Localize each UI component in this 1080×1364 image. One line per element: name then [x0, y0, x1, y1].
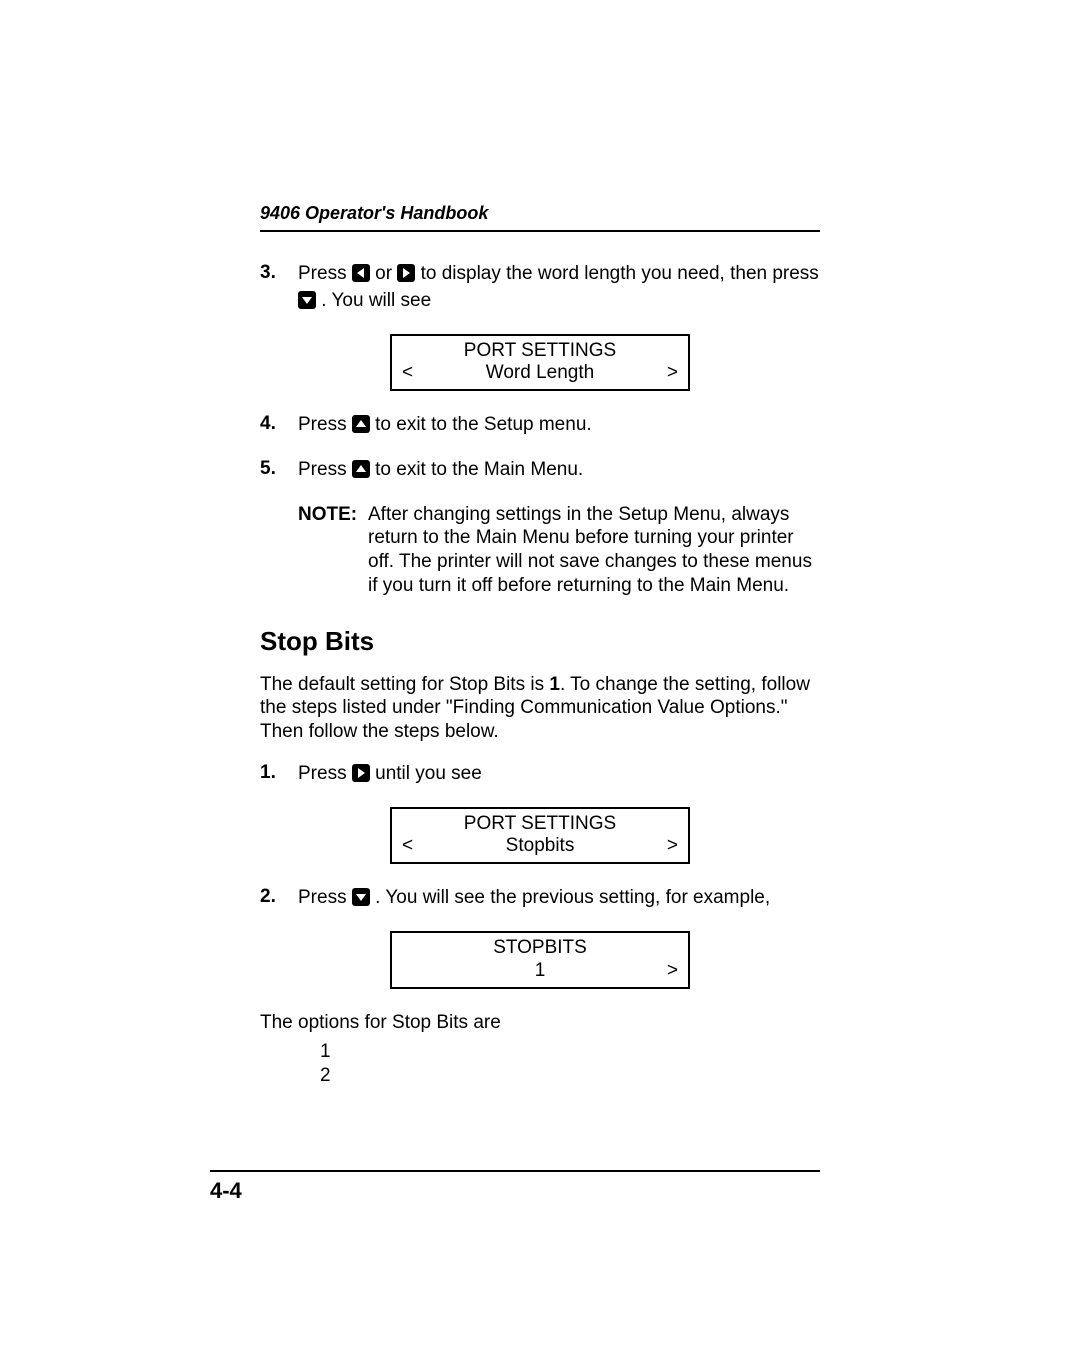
right-arrow-icon — [352, 764, 370, 789]
step-text: Press — [298, 414, 352, 435]
display-mid: 1 — [420, 960, 660, 983]
options-label: The options for Stop Bits are — [260, 1011, 820, 1035]
display-gt: > — [660, 362, 678, 385]
step-4: 4. Press to exit to the Setup menu. — [260, 413, 820, 440]
handbook-title: 9406 Operator's Handbook — [260, 203, 820, 224]
step-text: to exit to the Setup menu. — [375, 414, 592, 435]
note-body: After changing settings in the Setup Men… — [368, 503, 820, 598]
step-text: until you see — [375, 763, 482, 784]
options-list: 1 2 — [320, 1040, 820, 1088]
section-intro: The default setting for Stop Bits is 1. … — [260, 673, 820, 744]
step-5: 5. Press to exit to the Main Menu. — [260, 458, 820, 485]
step-body: Press to exit to the Setup menu. — [298, 413, 592, 440]
display-gt: > — [660, 835, 678, 858]
left-arrow-icon — [352, 264, 370, 289]
note-block: NOTE: After changing settings in the Set… — [298, 503, 820, 598]
footer-rule — [210, 1170, 820, 1172]
right-arrow-icon — [397, 264, 415, 289]
step-text: to display the word length you need, the… — [421, 263, 819, 284]
step-number: 1. — [260, 762, 298, 789]
display-gt: > — [660, 960, 678, 983]
step-number: 4. — [260, 413, 298, 440]
option-item: 1 — [320, 1040, 820, 1064]
display-mid: Stopbits — [420, 835, 660, 858]
section-title-stop-bits: Stop Bits — [260, 626, 820, 657]
down-arrow-icon — [298, 291, 316, 316]
lcd-display-stopbits: PORT SETTINGS < Stopbits > — [390, 807, 690, 865]
section-step-1: 1. Press until you see — [260, 762, 820, 789]
display-line1: PORT SETTINGS — [402, 340, 678, 363]
option-item: 2 — [320, 1064, 820, 1088]
step-body: Press . You will see the previous settin… — [298, 886, 770, 913]
step-3: 3. Press or to display the word length y… — [260, 262, 820, 316]
step-text: to exit to the Main Menu. — [375, 459, 583, 480]
page-footer: 4-4 — [210, 1130, 820, 1204]
down-arrow-icon — [352, 888, 370, 913]
intro-pre: The default setting for Stop Bits is — [260, 674, 549, 695]
page-number: 4-4 — [210, 1178, 820, 1204]
header-rule — [260, 230, 820, 232]
step-text: Press — [298, 763, 352, 784]
step-body: Press until you see — [298, 762, 482, 789]
intro-bold: 1 — [549, 674, 560, 695]
step-body: Press to exit to the Main Menu. — [298, 458, 583, 485]
step-number: 2. — [260, 886, 298, 913]
lcd-display-word-length: PORT SETTINGS < Word Length > — [390, 334, 690, 392]
step-text: . You will see — [321, 290, 431, 311]
up-arrow-icon — [352, 415, 370, 440]
display-lt: < — [402, 835, 420, 858]
up-arrow-icon — [352, 460, 370, 485]
step-number: 5. — [260, 458, 298, 485]
step-text: or — [375, 263, 397, 284]
step-text: Press — [298, 887, 352, 908]
step-body: Press or to display the word length you … — [298, 262, 820, 316]
lcd-display-stopbits-value: STOPBITS 1 > — [390, 931, 690, 989]
display-line1: PORT SETTINGS — [402, 813, 678, 836]
display-mid: Word Length — [420, 362, 660, 385]
section-step-2: 2. Press . You will see the previous set… — [260, 886, 820, 913]
step-text: Press — [298, 459, 352, 480]
running-header: 9406 Operator's Handbook — [260, 203, 820, 232]
step-text: . You will see the previous setting, for… — [375, 887, 770, 908]
display-line1: STOPBITS — [402, 937, 678, 960]
step-text: Press — [298, 263, 352, 284]
step-number: 3. — [260, 262, 298, 316]
note-label: NOTE: — [298, 503, 368, 598]
display-lt: < — [402, 362, 420, 385]
